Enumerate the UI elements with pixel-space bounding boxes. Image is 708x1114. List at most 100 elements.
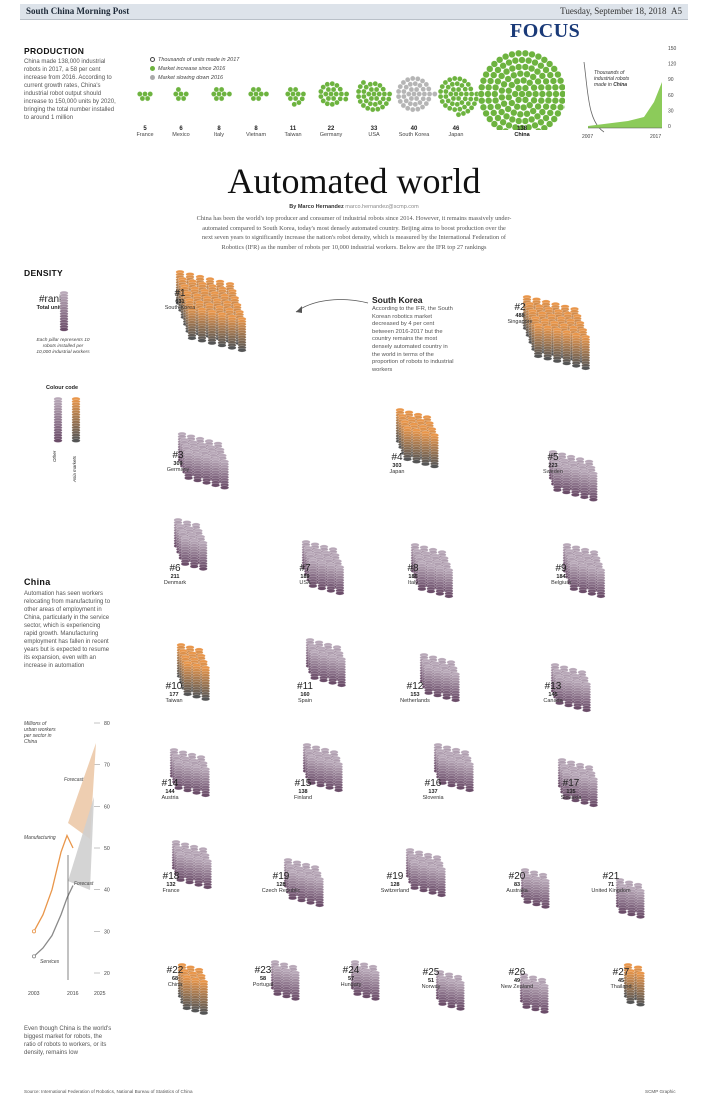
production-cluster-france xyxy=(137,91,154,102)
issue-date: Tuesday, September 18, 2018 A5 xyxy=(560,6,682,16)
country-block-new-zealand xyxy=(519,972,549,1014)
robot-pillar xyxy=(194,856,203,887)
country-block-netherlands xyxy=(419,652,460,703)
production-label-germany: 22 Germany xyxy=(311,126,351,138)
robot-pillar xyxy=(540,983,549,1014)
robot-pillar xyxy=(315,877,324,908)
series-start-point xyxy=(31,954,36,959)
robot-pillar xyxy=(451,672,460,703)
robot-pillar xyxy=(198,540,208,571)
series-label-services: Services xyxy=(40,959,60,965)
robot-pillar xyxy=(438,754,447,786)
production-label-mexico: 6 Mexico xyxy=(161,126,201,138)
country-block-france xyxy=(171,839,212,890)
robot-pillar xyxy=(582,682,591,713)
source-note: Source: International Federation of Robo… xyxy=(24,1089,193,1094)
robot-pillar xyxy=(319,652,328,683)
robot-pillar xyxy=(580,469,589,500)
country-block-canada xyxy=(550,662,591,713)
production-labels: 5 France 6 Mexico 8 Italy 8 Vietnam 11 Taiwan 22 Ge… xyxy=(135,126,565,146)
robot-pillar xyxy=(183,660,192,697)
series-points-manufacturing xyxy=(31,929,36,934)
robot-pillar xyxy=(426,563,436,594)
robot-pillar xyxy=(317,560,327,591)
production-count: 138 xyxy=(516,126,527,132)
robot-pillar xyxy=(532,876,541,907)
robot-pillar xyxy=(237,316,247,353)
production-cluster-usa xyxy=(355,79,393,113)
mini-y-tick: 60 xyxy=(668,93,674,99)
robot-pillar xyxy=(190,977,200,1013)
robot-pillar xyxy=(541,878,550,909)
production-count: 40 xyxy=(410,126,418,132)
rank-key-label: #rank xyxy=(38,294,64,305)
country-block-taiwan xyxy=(176,642,210,702)
production-country: Italy xyxy=(213,132,225,138)
production-cluster-taiwan xyxy=(284,86,307,108)
mini-y-tick: 150 xyxy=(668,46,677,52)
country-block-norway xyxy=(435,969,465,1011)
byline: By Marco Hernandez marco.hernandez@scmp.… xyxy=(0,204,708,210)
country-block-portugal xyxy=(270,959,300,1001)
robot-pillar xyxy=(562,464,571,495)
chart-y-tick: 80 xyxy=(104,721,110,727)
robot-pillar xyxy=(334,762,343,793)
article-intro: China has been the world's top producer … xyxy=(196,215,512,251)
chart-y-tick: 40 xyxy=(104,888,110,894)
article-title: Automated world xyxy=(227,161,481,201)
colour-code-swatches xyxy=(53,396,81,443)
production-count: 5 xyxy=(143,126,147,132)
production-country: Germany xyxy=(319,132,343,138)
robot-pillar xyxy=(306,874,315,905)
robot-pillar xyxy=(185,854,194,885)
robot-pillar xyxy=(596,568,606,599)
robot-pillar xyxy=(211,457,220,488)
country-block-czech-republic xyxy=(283,857,324,908)
robot-pillar xyxy=(456,980,465,1011)
production-count: 6 xyxy=(179,126,183,132)
production-cluster-vietnam xyxy=(248,86,270,102)
series-line-manufacturing xyxy=(33,833,74,932)
mini-y-tick: 90 xyxy=(668,77,674,83)
robot-pillar xyxy=(553,461,562,493)
robot-pillar xyxy=(419,862,428,893)
production-country: USA xyxy=(368,132,380,138)
robot-pillar xyxy=(571,332,581,368)
south-korea-callout: South Korea According to the IFR, the So… xyxy=(372,295,456,374)
robot-pillar xyxy=(203,859,212,890)
robot-pillar xyxy=(337,657,346,688)
density-heading: DENSITY xyxy=(24,268,63,278)
robot-pillar xyxy=(176,851,185,883)
production-label-south-korea: 40 South Korea xyxy=(394,126,434,138)
production-country: South Korea xyxy=(398,132,430,138)
robot-pillar xyxy=(192,764,201,795)
robot-pillar xyxy=(207,309,217,346)
robot-pillar xyxy=(193,452,202,483)
robot-pillar xyxy=(522,978,531,1010)
robot-pillar xyxy=(328,654,337,685)
production-heading: PRODUCTION xyxy=(24,46,85,56)
robot-pillar xyxy=(307,754,316,786)
robot-pillar xyxy=(220,459,229,490)
china-body: Automation has seen workers relocating f… xyxy=(24,591,111,669)
series-label-manufacturing: Manufacturing xyxy=(24,835,56,841)
chart-y-tick: 20 xyxy=(104,971,110,977)
legend-item-increase: Market increase since 2016 xyxy=(150,66,239,72)
robot-pillar xyxy=(578,563,588,594)
production-count: 22 xyxy=(327,126,335,132)
robot-pillar xyxy=(189,538,199,569)
robot-pillar xyxy=(59,290,69,332)
production-count: 8 xyxy=(217,126,221,132)
production-legend: Thousands of units made in 2017 Market i… xyxy=(150,57,239,81)
robot-pillar xyxy=(618,883,627,915)
production-label-vietnam: 8 Vietnam xyxy=(236,126,276,138)
green-dot-icon xyxy=(150,66,155,72)
country-block-switzerland xyxy=(405,847,446,898)
production-clusters xyxy=(137,49,565,130)
robot-pillar xyxy=(543,325,553,361)
robot-pillar xyxy=(573,679,582,710)
legend-item-units: Thousands of units made in 2017 xyxy=(150,57,239,63)
forecast-label-manufacturing: Forecast xyxy=(64,777,84,783)
density-rank-key: #rank Total units xyxy=(30,294,64,311)
robot-pillar xyxy=(187,304,197,341)
